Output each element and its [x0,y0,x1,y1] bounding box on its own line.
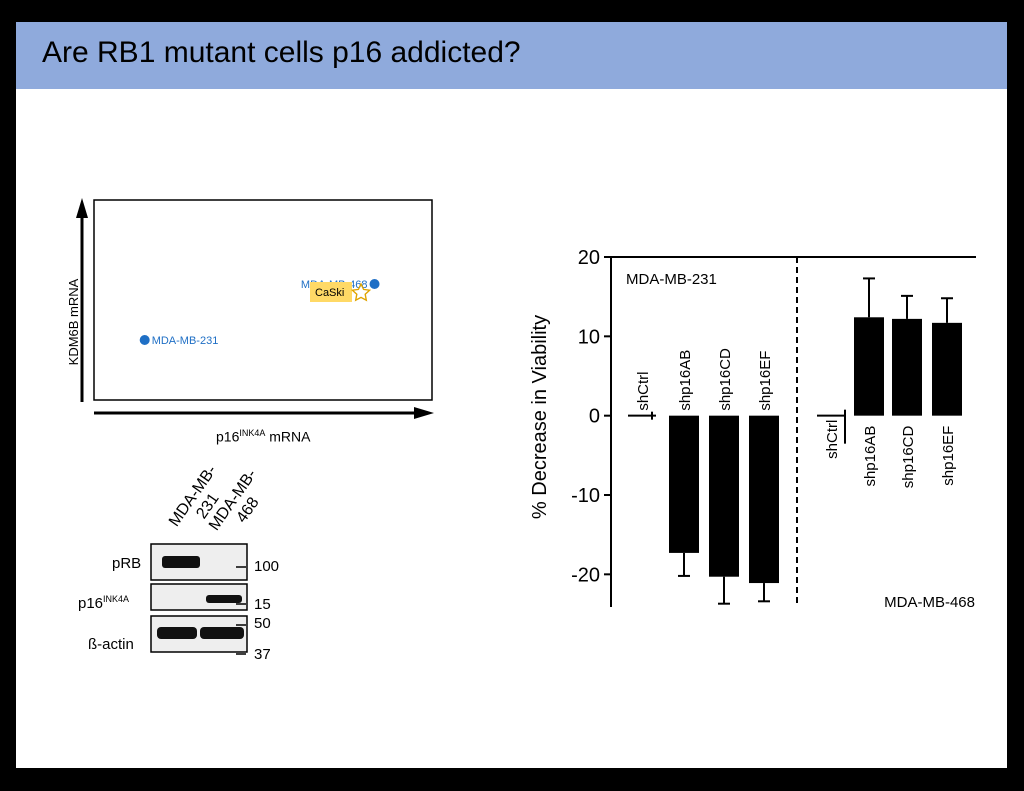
x-arrow-head [414,407,434,419]
title-bar: Are RB1 mutant cells p16 addicted? [16,22,1007,89]
bar [749,415,779,584]
blot-lane-labels: MDA-MB- 231 MDA-MB- 468 [156,462,296,552]
y-tick-label: 0 [589,406,600,428]
bar [932,322,962,416]
xlabel-main: p16 [216,428,240,445]
category-label: shp16AB [677,350,694,411]
scatter-frame [93,199,433,401]
category-label: shp16CD [717,348,734,411]
bar [892,318,922,416]
mw-15: 15 [254,596,271,613]
prb-band [162,556,200,568]
xlabel-sup: INK4A [239,428,266,438]
star-icon [350,282,372,302]
y-arrow-head [76,198,88,218]
y-tick-label: 20 [578,247,600,269]
mw-100: 100 [254,558,280,575]
western-blot [150,543,248,653]
category-label: shp16EF [757,351,774,411]
blot-row-p16: p16INK4A [78,594,129,612]
scatter-point [369,279,380,289]
caski-box [310,282,352,302]
bar-chart-frame [610,256,976,607]
bar [709,415,739,577]
actin-band-2 [200,627,244,639]
bars-layer: 20 10 0 -10 -20 MDA-MB-231 shCtrl shp16AB shp16C… [571,247,976,607]
bar-chart: % Decrease in Viability 20 10 0 -10 -20 MDA-M… [529,247,976,607]
p16-sup: INK4A [103,594,130,604]
panel-label: MDA-MB-231 [626,271,717,288]
scatter-point-label: MDA-MB-231 [152,335,219,347]
y-tick-label: 10 [578,326,600,348]
panel-label: MDA-MB-468 [884,594,975,607]
bar [669,415,699,553]
actin-band-1 [157,627,197,639]
prb-label: pRB [112,555,142,572]
scatter-ylabel: KDM6B mRNA [66,278,81,365]
caski-label: CaSki [315,287,344,299]
category-label: shp16CD [900,426,917,489]
blot-row-prb: pRB [112,555,141,572]
scatter-xlabel: p16INK4A mRNA [216,428,311,445]
category-label: shp16AB [862,426,879,487]
mw-37: 37 [254,646,271,663]
slide-title: Are RB1 mutant cells p16 addicted? [42,36,521,69]
p16-band [206,595,242,603]
blot-row-actin: ß-actin [88,636,134,653]
scatter-point [139,335,150,345]
y-tick-label: -10 [571,485,600,507]
bar-chart-ylabel: % Decrease in Viability [529,315,551,519]
category-label: shCtrl [824,420,841,459]
actin-label: ß-actin [88,636,134,653]
slide: Are RB1 mutant cells p16 addicted? MDA-M… [16,22,1007,768]
bar [854,317,884,416]
category-label: shp16EF [940,426,957,486]
mw-ticks [236,566,246,655]
mw-50: 50 [254,615,271,632]
y-tick-label: -20 [571,564,600,586]
xlabel-tail: mRNA [265,428,311,445]
p16-label: p16 [78,595,104,612]
category-label: shCtrl [635,371,652,410]
